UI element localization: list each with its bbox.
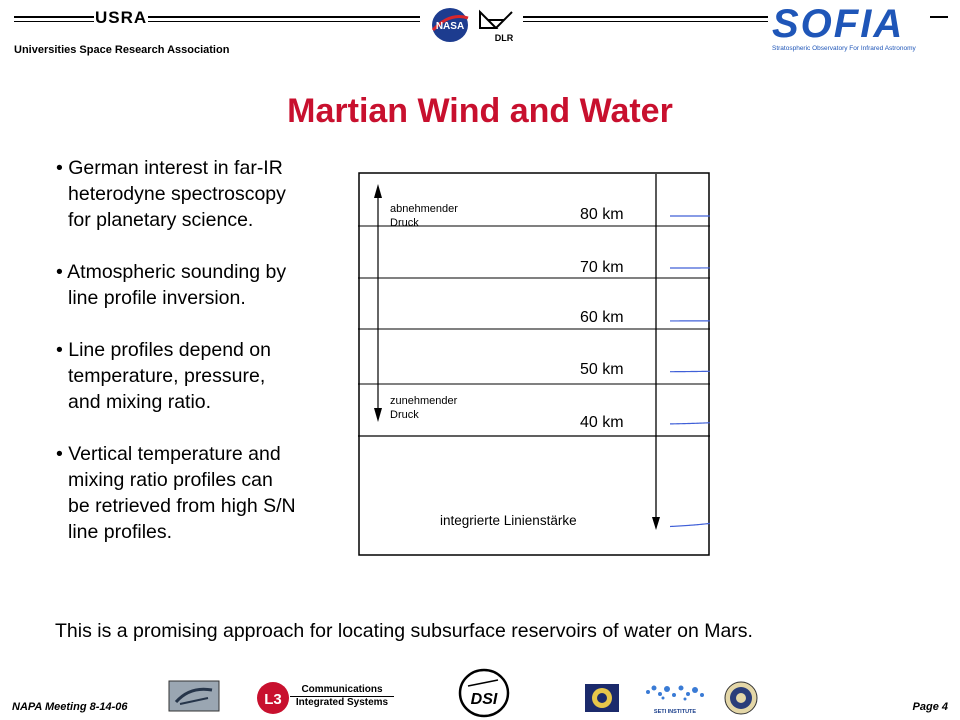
nasa-logo-text: NASA xyxy=(436,21,464,32)
bullet-text: mixing ratio profiles can xyxy=(68,469,273,491)
bullet-item: • Line profiles depend on temperature, p… xyxy=(56,337,346,415)
bullet-text: line profile inversion. xyxy=(68,287,246,309)
altitude-label: 80 km xyxy=(580,206,624,223)
dlr-logo: DLR xyxy=(479,9,514,43)
header-rule-far-right-top xyxy=(930,16,948,18)
bullet-text: heterodyne spectroscopy xyxy=(68,183,286,205)
usra-name: Universities Space Research Association xyxy=(14,44,230,56)
bullet-text: for planetary science. xyxy=(68,209,254,231)
sofia-logo: SOFIA Stratospheric Observatory For Infr… xyxy=(772,4,948,54)
bottom-pressure-label: zunehmender xyxy=(390,395,458,407)
top-pressure-label: abnehmender xyxy=(390,203,458,215)
dlr-logo-text: DLR xyxy=(495,33,514,43)
altitude-label: 40 km xyxy=(580,414,624,431)
pressure-arrowhead-up xyxy=(374,184,382,198)
slide-title: Martian Wind and Water xyxy=(287,92,673,130)
sofia-tagline: Stratospheric Observatory For Infrared A… xyxy=(772,45,916,52)
axis-arrowhead xyxy=(652,517,660,530)
bullet-text: • German interest in far-IR xyxy=(56,157,283,179)
pressure-arrowhead-down xyxy=(374,408,382,422)
seti-logo: SETI INSTITUTE xyxy=(640,682,710,715)
altitude-label: 70 km xyxy=(580,259,624,276)
top-pressure-label: Druck xyxy=(390,217,419,229)
dsi-logo: DSI xyxy=(458,668,510,718)
profile-80km xyxy=(670,215,710,217)
page-number: Page 4 xyxy=(912,701,948,713)
usra-logo: USRA xyxy=(95,8,148,27)
profile-integrated xyxy=(669,522,710,528)
header-rule-right-top xyxy=(523,16,768,18)
header-rule-right-bottom xyxy=(523,21,768,22)
meeting-label: NAPA Meeting 8-14-06 xyxy=(12,701,128,713)
bullet-item: • Atmospheric sounding by line profile i… xyxy=(56,259,346,311)
bullet-list: • German interest in far-IR heterodyne s… xyxy=(56,155,346,545)
bullet-item: • Vertical temperature and mixing ratio … xyxy=(56,441,346,545)
bullet-text: be retrieved from high S/N xyxy=(68,495,296,517)
header-rule-left-bottom xyxy=(14,21,94,22)
bullet-text: • Atmospheric sounding by xyxy=(56,261,287,283)
profile-50km xyxy=(669,370,710,373)
dsi-logo-text: DSI xyxy=(471,691,498,708)
conclusion-text: This is a promising approach for locatin… xyxy=(55,620,753,642)
l3-line1: Communications xyxy=(290,684,394,697)
header-rule-mid-top xyxy=(148,16,420,18)
bullet-text: • Line profiles depend on xyxy=(56,339,271,361)
l3-logo: L3 xyxy=(257,682,289,714)
bullet-text: and mixing ratio. xyxy=(68,391,212,413)
figure-frame xyxy=(358,172,710,556)
altitude-label: 50 km xyxy=(580,361,624,378)
seal-logo-left xyxy=(585,684,619,712)
bullet-item: • German interest in far-IR heterodyne s… xyxy=(56,155,346,233)
profile-70km xyxy=(670,267,710,269)
bullet-text: • Vertical temperature and xyxy=(56,443,281,465)
l3-logo-text: L3 xyxy=(264,691,282,708)
l3-company-name: Communications Integrated Systems xyxy=(290,684,394,708)
seti-dots-icon xyxy=(646,685,704,701)
altitude-label: 60 km xyxy=(580,309,624,326)
header-rule-left-top xyxy=(14,16,94,18)
seal-logo-right xyxy=(724,681,758,715)
bottom-pressure-label: Druck xyxy=(390,409,419,421)
bullet-text: temperature, pressure, xyxy=(68,365,266,387)
seti-logo-text: SETI INSTITUTE xyxy=(653,709,697,715)
partner-logo xyxy=(168,680,220,712)
nasa-logo: NASA xyxy=(431,8,469,42)
l3-line2: Integrated Systems xyxy=(295,697,389,708)
header-rule-mid-bottom xyxy=(148,21,420,22)
profile-60km xyxy=(670,320,710,322)
profile-40km xyxy=(669,422,710,425)
sofia-logo-text: SOFIA xyxy=(772,2,905,46)
integrated-strength-label: integrierte Linienstärke xyxy=(440,513,577,528)
line-profile-figure: abnehmender Druck zunehmender Druck 80 k… xyxy=(358,172,710,556)
bullet-text: line profiles. xyxy=(68,521,173,543)
